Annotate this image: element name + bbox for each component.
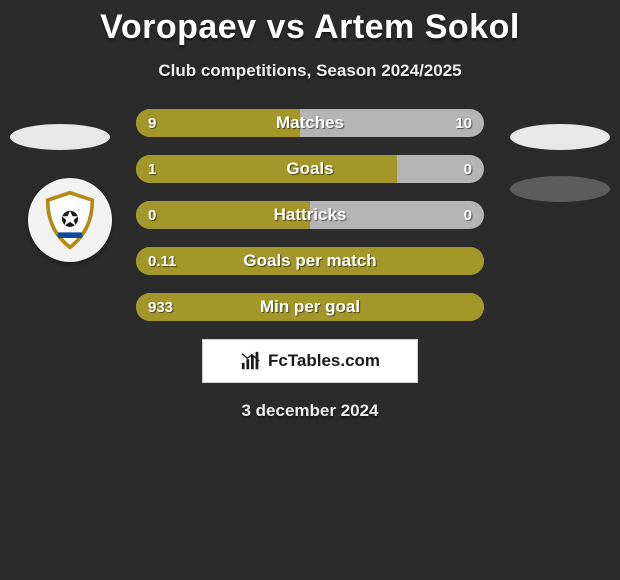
- bar-left-fill: [136, 201, 310, 229]
- bar-left-fill: [136, 109, 300, 137]
- bar-row: Goals per match0.11: [136, 247, 484, 275]
- date-label: 3 december 2024: [0, 401, 620, 421]
- brand-label: FcTables.com: [268, 351, 380, 371]
- avatar-slot-right: [510, 124, 610, 150]
- brand-box[interactable]: FcTables.com: [202, 339, 418, 383]
- bar-row: Matches910: [136, 109, 484, 137]
- bar-row: Goals10: [136, 155, 484, 183]
- bar-row: Hattricks00: [136, 201, 484, 229]
- avatar-slot-left: [10, 124, 110, 150]
- bar-left-fill: [136, 293, 484, 321]
- shield-icon: [39, 189, 101, 251]
- page-subtitle: Club competitions, Season 2024/2025: [0, 61, 620, 81]
- team-slot-right: [510, 176, 610, 202]
- bar-row: Min per goal933: [136, 293, 484, 321]
- bar-chart-icon: [240, 350, 262, 372]
- bar-left-fill: [136, 247, 484, 275]
- team-crest-left: [28, 178, 112, 262]
- comparison-chart: Matches910 Goals10 Hattricks00 Goals per ma…: [136, 109, 484, 321]
- bar-left-fill: [136, 155, 397, 183]
- page-title: Voropaev vs Artem Sokol: [0, 0, 620, 47]
